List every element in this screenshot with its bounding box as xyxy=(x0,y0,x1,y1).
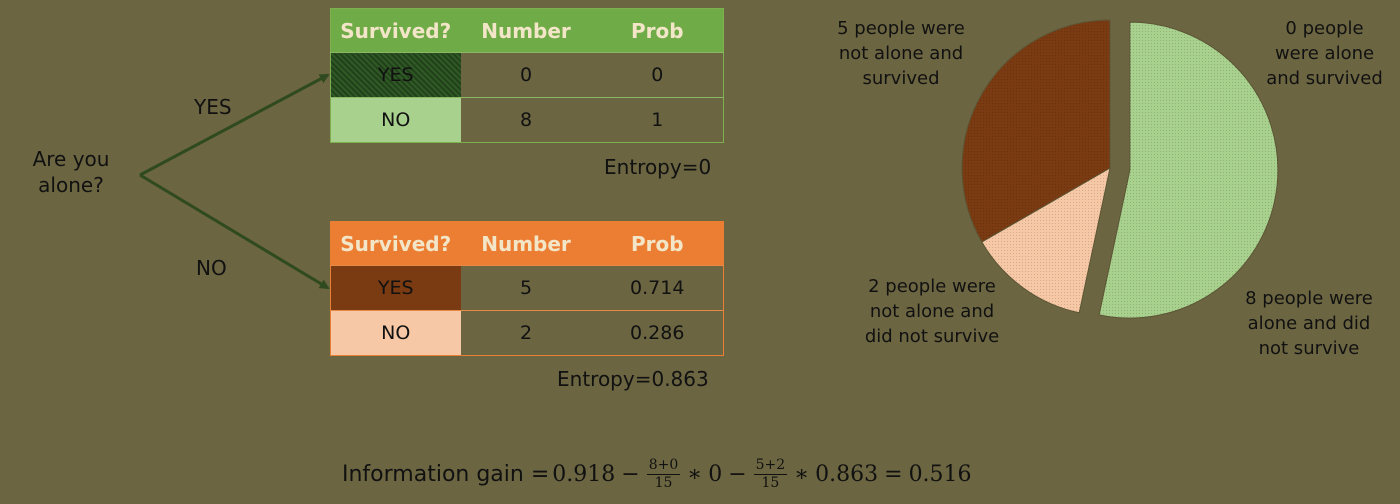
pie-label-not-alone-not-survived: 2 people were not alone and did not surv… xyxy=(864,276,1000,347)
number-cell: 5 xyxy=(460,265,592,311)
number-cell: 8 xyxy=(460,97,592,143)
survived-cell: NO xyxy=(330,310,461,356)
table-row: NO 8 1 xyxy=(330,97,724,143)
survived-cell: NO xyxy=(330,97,461,143)
root-question: Are you alone? xyxy=(32,147,110,197)
times-sign-2: ∗ xyxy=(794,461,810,487)
equals-sign: = xyxy=(884,461,903,487)
minus-sign-2: − xyxy=(728,461,747,487)
yes-branch-label: YES xyxy=(194,95,232,119)
parent-entropy: 0.918 xyxy=(552,461,616,487)
fraction-2-denominator: 15 xyxy=(761,474,780,491)
yes-entropy: Entropy=0 xyxy=(604,155,712,179)
pie-slice-texture-2 xyxy=(981,168,1110,313)
weight-fraction-2: 5+2 15 xyxy=(753,456,788,492)
survived-cell: YES xyxy=(330,52,461,98)
formula-prefix: Information gain = xyxy=(342,461,550,487)
pie-slice-texture-1 xyxy=(1099,22,1278,319)
fraction-1-numerator: 8+0 xyxy=(646,456,681,475)
pie-label-alone-survived: 0 people were alone and survived xyxy=(1266,18,1383,89)
table-row: YES 0 0 xyxy=(330,52,724,98)
table-row: YES 5 0.714 xyxy=(330,265,724,311)
information-gain-formula: Information gain = 0.918 − 8+0 15 ∗ 0 − … xyxy=(342,446,1042,502)
fraction-2-numerator: 5+2 xyxy=(753,456,788,475)
information-gain-result: 0.516 xyxy=(908,461,972,487)
number-cell: 0 xyxy=(460,52,592,98)
child-entropy-1: 0 xyxy=(708,461,723,487)
survival-pie-chart xyxy=(961,19,1279,319)
pie-label-not-alone-survived: 5 people were not alone and survived xyxy=(837,18,965,89)
minus-sign-1: − xyxy=(621,461,640,487)
prob-cell: 0 xyxy=(591,52,724,98)
header-prob: Prob xyxy=(591,8,724,53)
yes-branch-table: Survived? Number Prob YES 0 0 NO 8 1 xyxy=(330,8,724,143)
fraction-1-denominator: 15 xyxy=(654,474,673,491)
no-arrow xyxy=(139,173,330,290)
number-cell: 2 xyxy=(460,310,592,356)
child-entropy-2: 0.863 xyxy=(815,461,879,487)
header-survived: Survived? xyxy=(330,221,461,266)
no-branch-label: NO xyxy=(196,256,227,280)
header-survived: Survived? xyxy=(330,8,461,53)
prob-cell: 0.286 xyxy=(591,310,724,356)
header-number: Number xyxy=(460,8,592,53)
prob-cell: 1 xyxy=(591,97,724,143)
header-prob: Prob xyxy=(591,221,724,266)
pie-slice-texture-3 xyxy=(962,20,1110,242)
yes-arrow xyxy=(139,73,330,177)
weight-fraction-1: 8+0 15 xyxy=(646,456,681,492)
prob-cell: 0.714 xyxy=(591,265,724,311)
times-sign-1: ∗ xyxy=(687,461,703,487)
table-row: NO 2 0.286 xyxy=(330,310,724,356)
no-branch-table: Survived? Number Prob YES 5 0.714 NO 2 0… xyxy=(330,221,724,356)
survived-cell: YES xyxy=(330,265,461,311)
pie-label-alone-not-survived: 8 people were alone and did not survive xyxy=(1245,288,1373,359)
no-entropy: Entropy=0.863 xyxy=(557,367,709,391)
header-number: Number xyxy=(460,221,592,266)
